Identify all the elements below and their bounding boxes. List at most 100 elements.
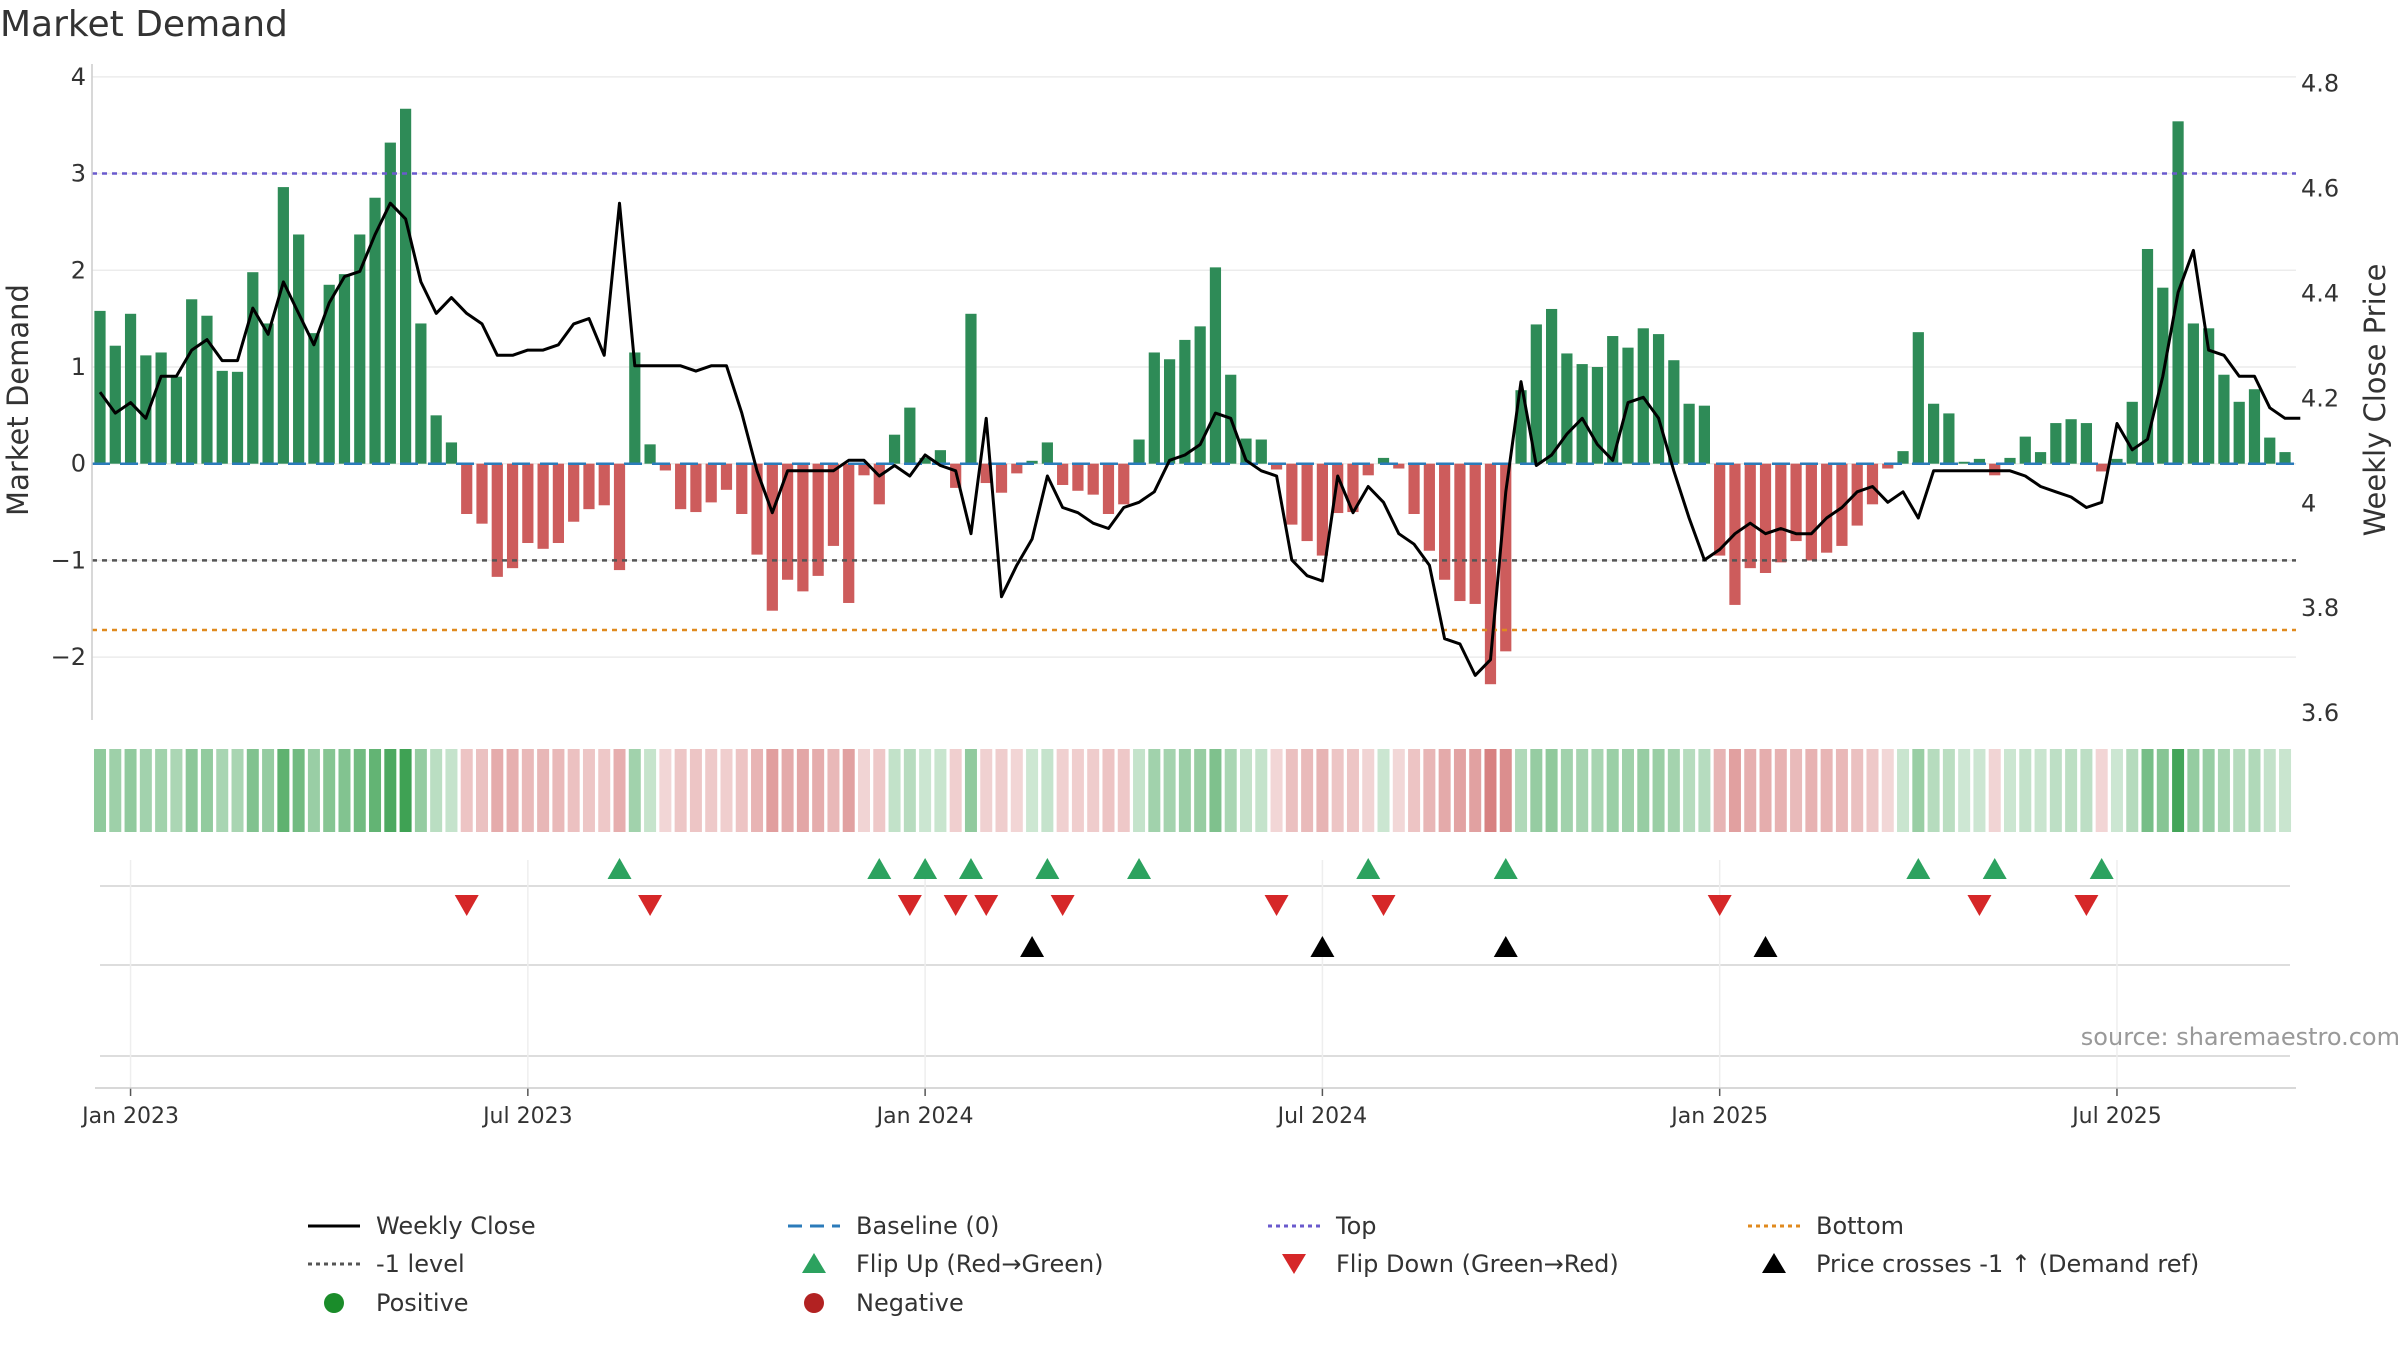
demand-bar — [415, 323, 427, 464]
axes: 4 3 2 1 0 −1 −2 4.8 4.6 4.4 4.2 4 3.8 3.6 Market Deman… — [1, 63, 2392, 1129]
demand-bar — [1286, 463, 1298, 525]
strip-cell — [980, 749, 993, 832]
demand-bar — [720, 463, 733, 490]
demand-bar — [1790, 463, 1802, 542]
right-tick-label: 4.4 — [2301, 279, 2339, 307]
demand-bar — [1530, 324, 1542, 464]
left-tick-label: 0 — [71, 450, 86, 478]
demand-bar — [1851, 463, 1863, 526]
strip-cell — [460, 749, 473, 832]
flip-up-marker — [1035, 858, 1060, 879]
demand-bar — [675, 463, 687, 510]
price-cross-marker — [1020, 936, 1045, 957]
x-tick-label: Jul 2025 — [2070, 1104, 2162, 1129]
strip-cell — [812, 749, 825, 832]
strip-cell — [613, 749, 626, 832]
strip-cell — [751, 749, 764, 832]
right-axis-title: Weekly Close Price — [2358, 264, 2392, 537]
strip-cell — [1499, 749, 1512, 832]
weekly-close-line-layer — [98, 201, 2301, 677]
demand-bar — [2050, 423, 2062, 464]
demand-bar — [1362, 463, 1374, 476]
strip-cell — [1408, 749, 1421, 832]
demand-bar — [827, 463, 840, 546]
left-tick-label: −2 — [51, 643, 86, 671]
strip-cell — [1698, 749, 1711, 832]
flip-down-marker — [1264, 895, 1289, 916]
right-tick-label: 4.8 — [2301, 69, 2339, 97]
strip-cell — [1545, 749, 1558, 832]
strip-cell — [1774, 749, 1787, 832]
strip-cell — [1377, 749, 1390, 832]
strip-cell — [1240, 749, 1252, 832]
legend-label: Flip Down (Green→Red) — [1336, 1250, 1619, 1278]
strip-cell — [995, 749, 1008, 832]
strip-cell — [323, 749, 336, 832]
flip-down-marker — [2074, 895, 2099, 916]
demand-bar — [1469, 463, 1481, 604]
flip-up-marker — [867, 858, 892, 879]
flip-down-marker — [454, 895, 479, 916]
strip-cell — [338, 749, 351, 832]
strip-cell — [185, 749, 198, 832]
demand-bar — [1591, 366, 1604, 464]
demand-bars — [94, 108, 2291, 685]
strip-cell — [506, 749, 519, 832]
demand-bar — [338, 274, 351, 464]
strip-cell — [2248, 749, 2261, 832]
strip-cell — [1270, 749, 1283, 832]
demand-bar — [1546, 308, 1558, 464]
demand-bar — [1454, 463, 1466, 602]
strip-cell — [1301, 749, 1314, 832]
strip-cell — [674, 749, 687, 832]
strip-cell — [796, 749, 809, 832]
legend-label: Price crosses -1 ↑ (Demand ref) — [1816, 1250, 2200, 1278]
strip-cell — [2263, 749, 2276, 832]
strip-cell — [1652, 749, 1665, 832]
legend-label: -1 level — [376, 1250, 465, 1278]
demand-bar — [1072, 463, 1084, 491]
strip-cell — [1606, 749, 1619, 832]
flip-down-marker — [897, 895, 922, 916]
demand-bar — [400, 108, 412, 464]
demand-bar — [2141, 248, 2154, 464]
legend-item: -1 level — [300, 1246, 465, 1282]
demand-bar — [1408, 463, 1420, 514]
demand-bar — [1332, 463, 1344, 514]
strip-cell — [1148, 749, 1161, 832]
demand-bar — [308, 333, 320, 464]
demand-bar — [644, 444, 656, 464]
strip-cell — [919, 749, 932, 832]
strip-cell — [369, 749, 382, 832]
demand-bar — [1912, 332, 1924, 464]
demand-bar — [1377, 457, 1390, 464]
legend-item: Weekly Close — [300, 1208, 536, 1244]
weekly-close-line — [98, 201, 2301, 677]
strip-cell — [2217, 749, 2230, 832]
demand-bar — [476, 463, 488, 524]
legend-item: Top — [1260, 1208, 1377, 1244]
flip-up-marker — [958, 858, 983, 879]
demand-bar — [888, 434, 901, 464]
strip-cell — [1576, 749, 1589, 832]
demand-bar — [247, 272, 259, 464]
strip-cell — [139, 749, 152, 832]
demand-bar — [1973, 458, 1986, 464]
flip-down-marker — [943, 895, 968, 916]
price-cross-marker — [1310, 936, 1335, 957]
left-tick-label: 1 — [71, 353, 86, 381]
strip-cell — [1835, 749, 1848, 832]
demand-bar — [506, 463, 519, 569]
left-tick-label: 2 — [71, 256, 86, 284]
x-tick-label: Jul 2024 — [1276, 1104, 1368, 1129]
strip-cell — [858, 749, 870, 832]
demand-bar — [873, 463, 885, 505]
demand-bar — [354, 234, 366, 464]
demand-bar — [2111, 458, 2123, 464]
legend-item: Negative — [780, 1285, 964, 1321]
legend-label: Bottom — [1816, 1212, 1905, 1240]
strip-cell — [430, 749, 443, 832]
demand-bar — [2065, 419, 2077, 464]
strip-cell — [2065, 749, 2078, 832]
demand-bar — [1943, 413, 1955, 464]
